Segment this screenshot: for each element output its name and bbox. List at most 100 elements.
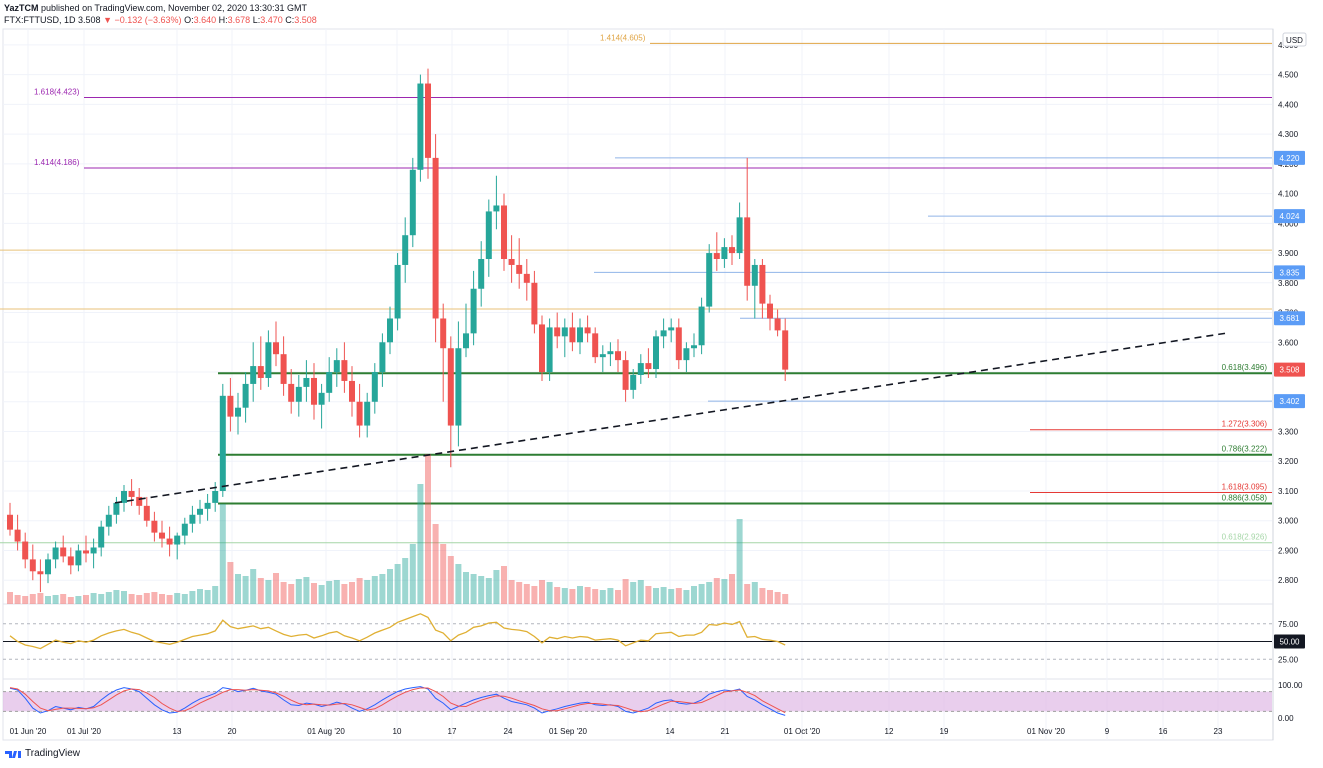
low-label: L: (252, 15, 261, 25)
candle-body (227, 395, 234, 417)
open-label: O: (184, 15, 194, 25)
candle-body (128, 490, 135, 497)
candle-body (204, 502, 211, 509)
price-tick-label: 4.500 (1278, 71, 1299, 80)
candle-body (577, 327, 583, 343)
price-label-box (1274, 362, 1305, 377)
candle-body (706, 253, 713, 307)
volume-bar (280, 582, 287, 604)
symbol-label[interactable]: FTX:FTTUSD, 1D (4, 15, 76, 25)
price-tick-label: 3.000 (1278, 517, 1299, 526)
candle-body (774, 318, 781, 331)
volume-bar (493, 570, 500, 604)
volume-bar (706, 582, 713, 604)
candle-body (143, 505, 150, 521)
candle-body (432, 157, 439, 319)
rsi-level-label: 75.00 (1278, 620, 1299, 629)
stoch-d-line (9, 687, 786, 714)
volume-bar (113, 590, 120, 604)
close-value: 3.508 (294, 15, 317, 25)
price-tick-label: 4.300 (1278, 130, 1299, 139)
volume-bar (52, 595, 59, 604)
volume-bar (83, 595, 89, 604)
volume-bar (136, 595, 143, 604)
candle-body (592, 333, 599, 358)
candle-body (197, 508, 203, 515)
volume-bar (478, 576, 485, 604)
price-tick-label: 4.000 (1278, 219, 1299, 228)
candle-body (371, 372, 378, 402)
candle-body (744, 217, 751, 286)
candle-body (721, 247, 728, 260)
price-tick-label: 2.900 (1278, 546, 1299, 555)
volume-bar (371, 576, 378, 604)
candle-body (273, 342, 279, 355)
volume-bar (318, 585, 325, 604)
volume-bar (660, 587, 667, 604)
price-tick-label: 3.800 (1278, 279, 1299, 288)
volume-bar (60, 594, 67, 604)
price-tick-label: 2.800 (1278, 576, 1299, 585)
candle-body (235, 407, 241, 417)
time-tick-label: 12 (885, 727, 894, 736)
time-tick-label: 14 (666, 727, 675, 736)
candle-body (782, 330, 789, 370)
candle-body (447, 348, 454, 426)
currency-box[interactable] (1282, 32, 1307, 47)
volume-bar (463, 572, 469, 604)
candle-body (67, 556, 74, 566)
publisher-line: YazTCM published on TradingView.com, Nov… (4, 3, 307, 13)
candle-body (83, 550, 89, 554)
currency-label: USD (1286, 36, 1303, 45)
last-price: 3.508 (78, 15, 101, 25)
volume-bar (204, 590, 211, 604)
time-tick-label: 16 (1159, 727, 1168, 736)
price-tick-label: 3.900 (1278, 249, 1299, 258)
candle-body (29, 559, 36, 572)
candle-body (7, 514, 13, 530)
volume-bar (349, 582, 355, 604)
candle-body (759, 264, 766, 304)
candle-body (691, 345, 697, 349)
fib-level-label: 0.618(3.496) (1222, 363, 1268, 372)
volume-bar (341, 584, 348, 604)
candle-body (425, 83, 431, 158)
candle-body (174, 535, 181, 545)
fib-level-label: 0.618(2.926) (1222, 533, 1268, 542)
open-value: 3.640 (193, 15, 217, 25)
candle-body (751, 264, 758, 286)
volume-bar (615, 590, 621, 604)
volume-bar (98, 594, 105, 604)
grid (3, 29, 1272, 740)
candle-body (212, 490, 219, 503)
volume-bar (569, 589, 576, 604)
volume-bar (273, 573, 279, 604)
candle-body (554, 327, 561, 337)
candle-body (52, 547, 59, 560)
candle-body (219, 395, 226, 491)
volume-bar (531, 586, 538, 604)
candle-body (394, 264, 401, 319)
time-tick-label: 01 Nov '20 (1027, 727, 1066, 736)
candle-body (14, 529, 21, 542)
candle-body (295, 386, 302, 402)
time-tick-label: 10 (393, 727, 402, 736)
candle-body (303, 377, 310, 387)
author-name[interactable]: YazTCM (4, 3, 39, 13)
time-tick-label: 20 (228, 727, 237, 736)
candle-body (767, 303, 773, 319)
high-value: 3.678 (227, 15, 251, 25)
fib-level-label: 1.414(4.605) (600, 33, 646, 42)
volume-bar (128, 594, 135, 604)
rsi-level-label: 50.00 (1279, 638, 1300, 647)
price-tick-label: 3.200 (1278, 457, 1299, 466)
volume-bar (326, 581, 333, 604)
candle-body (265, 342, 272, 378)
candle-body (645, 363, 652, 370)
volume-bar (577, 586, 583, 604)
candle-body (622, 360, 629, 390)
volume-bar (409, 544, 416, 604)
time-tick-label: 01 Aug '20 (307, 727, 345, 736)
price-label-box (1274, 311, 1305, 326)
